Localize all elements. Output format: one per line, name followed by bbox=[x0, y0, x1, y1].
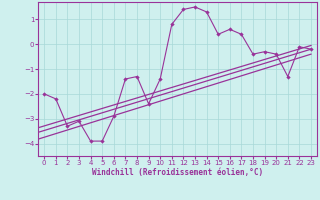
X-axis label: Windchill (Refroidissement éolien,°C): Windchill (Refroidissement éolien,°C) bbox=[92, 168, 263, 177]
